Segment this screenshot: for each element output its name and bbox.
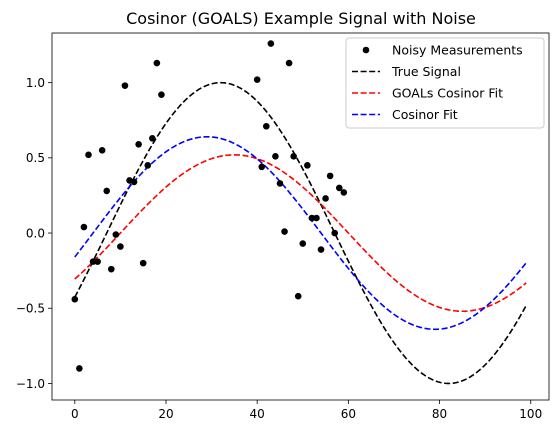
y-tick-label: −0.5 xyxy=(16,302,45,316)
data-point xyxy=(313,214,320,222)
data-point xyxy=(304,162,311,169)
data-point xyxy=(158,91,165,98)
legend-label: GOALs Cosinor Fit xyxy=(392,86,503,101)
data-point xyxy=(71,295,79,303)
data-point xyxy=(80,223,88,231)
legend-box xyxy=(345,37,545,129)
series-line-cosinor-fit xyxy=(74,135,527,331)
data-point xyxy=(335,184,343,192)
legend-marker-noisy-measurements xyxy=(362,46,370,54)
data-point xyxy=(144,162,152,169)
data-point xyxy=(139,259,147,267)
data-point xyxy=(299,240,307,247)
data-point xyxy=(98,147,106,154)
legend: Noisy Measurements True Signal GOALs Cosin… xyxy=(345,37,545,129)
data-point xyxy=(117,243,124,250)
data-point xyxy=(285,59,293,67)
data-point xyxy=(121,82,129,89)
data-point xyxy=(308,214,316,222)
x-tick-label: 100 xyxy=(519,407,542,421)
data-point xyxy=(253,76,261,83)
data-point xyxy=(112,231,120,238)
legend-items: Noisy Measurements True Signal GOALs Cosin… xyxy=(352,43,523,122)
data-point xyxy=(272,153,279,160)
x-axis: 0 20 40 60 80 100 xyxy=(71,400,542,421)
data-point xyxy=(263,122,270,130)
data-point xyxy=(258,163,266,171)
series-line-true-signal xyxy=(74,81,527,385)
data-point xyxy=(281,228,288,235)
data-point xyxy=(89,258,97,265)
legend-label: True Signal xyxy=(391,64,461,79)
data-point xyxy=(276,180,284,187)
y-tick-label: 0.0 xyxy=(26,226,45,240)
data-point xyxy=(153,59,161,67)
x-tick-label: 40 xyxy=(250,407,265,421)
data-point xyxy=(331,229,339,237)
data-point xyxy=(290,153,297,160)
data-point xyxy=(322,195,329,202)
y-tick-label: 0.5 xyxy=(26,151,45,165)
y-tick-label: 1.0 xyxy=(26,76,45,90)
plot-area xyxy=(71,40,527,385)
data-point xyxy=(340,189,348,196)
legend-label: Cosinor Fit xyxy=(392,107,458,122)
data-point xyxy=(294,292,302,300)
x-tick-label: 80 xyxy=(432,407,447,421)
series-line-goals-cosinor-fit xyxy=(74,154,527,313)
y-axis: −1.0 −0.5 0.0 0.5 1.0 xyxy=(16,76,52,391)
data-point xyxy=(85,151,92,159)
data-point xyxy=(135,141,142,148)
y-tick-label: −1.0 xyxy=(16,377,45,391)
data-point xyxy=(130,178,138,186)
series-points xyxy=(71,40,348,372)
series-lines xyxy=(74,81,527,385)
x-tick-label: 20 xyxy=(158,407,173,421)
chart-title: Cosinor (GOALS) Example Signal with Nois… xyxy=(126,9,476,28)
data-point xyxy=(76,365,83,372)
data-point xyxy=(103,187,111,195)
data-point xyxy=(326,172,334,180)
data-point xyxy=(317,246,325,253)
data-point xyxy=(94,258,101,265)
data-point xyxy=(267,40,275,47)
data-point xyxy=(149,134,156,142)
legend-label: Noisy Measurements xyxy=(392,43,523,58)
x-tick-label: 0 xyxy=(71,407,79,421)
axes-frame xyxy=(51,32,550,401)
x-tick-label: 60 xyxy=(341,407,356,421)
data-point xyxy=(107,265,115,273)
